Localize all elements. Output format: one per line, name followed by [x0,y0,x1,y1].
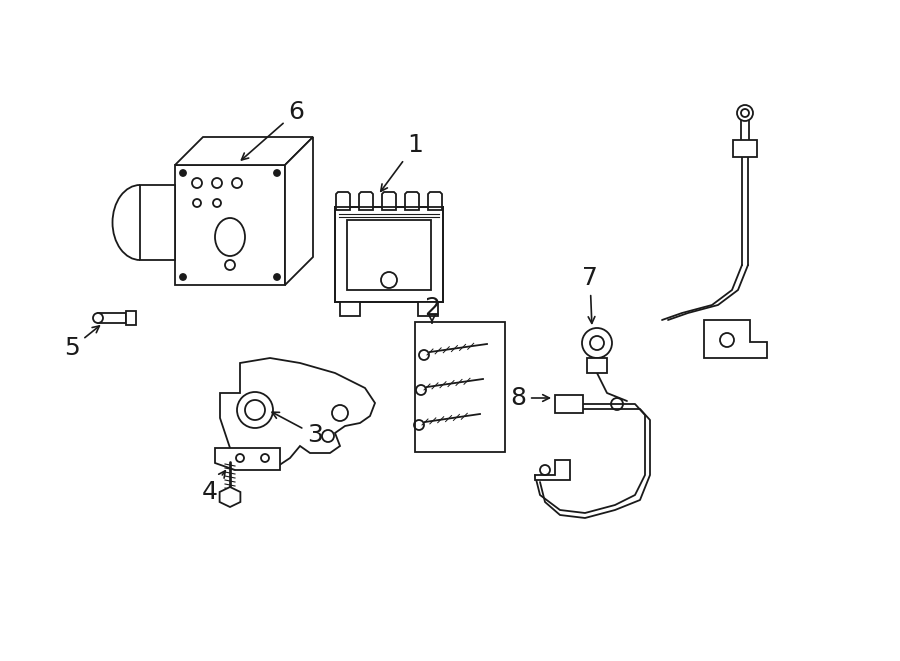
Polygon shape [175,137,313,165]
Polygon shape [215,448,280,470]
Circle shape [582,328,612,358]
Polygon shape [733,140,757,157]
Text: 4: 4 [202,471,225,504]
Polygon shape [140,185,175,260]
Polygon shape [587,358,607,373]
Text: 8: 8 [510,386,549,410]
Polygon shape [285,137,313,285]
Text: 1: 1 [381,133,423,191]
Text: 3: 3 [272,412,323,447]
Text: 5: 5 [64,326,99,360]
Polygon shape [418,302,438,316]
Polygon shape [175,165,285,285]
Text: 2: 2 [424,296,440,323]
Polygon shape [336,192,350,210]
Circle shape [274,170,280,176]
Text: 6: 6 [241,100,304,160]
Circle shape [93,313,103,323]
Polygon shape [98,313,126,323]
Polygon shape [220,358,375,468]
Circle shape [274,274,280,280]
Polygon shape [382,192,396,210]
Polygon shape [405,192,419,210]
Polygon shape [428,192,442,210]
Circle shape [237,392,273,428]
Circle shape [180,274,186,280]
Polygon shape [704,320,767,358]
Polygon shape [359,192,373,210]
Circle shape [180,170,186,176]
Polygon shape [555,395,583,413]
Text: 7: 7 [582,266,598,323]
Polygon shape [126,311,136,325]
Polygon shape [340,302,360,316]
Polygon shape [220,487,240,507]
Polygon shape [335,207,443,302]
Polygon shape [535,460,570,480]
Polygon shape [415,322,505,452]
